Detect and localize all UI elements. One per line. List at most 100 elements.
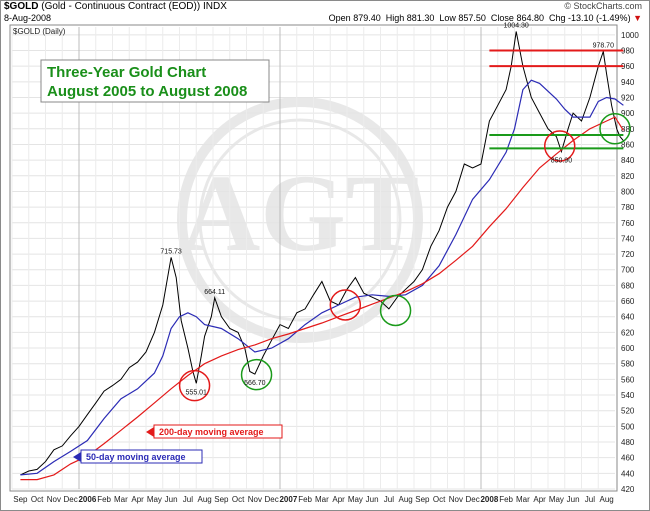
y-tick-label: 840 xyxy=(621,156,635,165)
close-value: 864.80 xyxy=(516,13,544,23)
title-box xyxy=(40,59,270,103)
x-tick-label: Jun xyxy=(567,495,580,504)
high-value: 881.30 xyxy=(406,13,435,23)
x-tick-label: Jun xyxy=(366,495,379,504)
y-tick-label: 440 xyxy=(621,469,635,478)
y-tick-label: 960 xyxy=(621,62,635,71)
symbol: $GOLD xyxy=(4,1,39,12)
x-tick-label: Aug xyxy=(600,495,614,504)
y-tick-label: 1000 xyxy=(621,31,639,40)
x-tick-label: Apr xyxy=(533,495,546,504)
chart-date: 8-Aug-2008 xyxy=(4,13,52,23)
price-annotation: 566.70 xyxy=(244,380,266,387)
x-tick-label: Mar xyxy=(114,495,128,504)
chart-header-title: $GOLD (Gold - Continuous Contract (EOD))… xyxy=(4,1,227,12)
open-value: 879.40 xyxy=(353,13,381,23)
x-tick-label: Oct xyxy=(433,495,446,504)
x-tick-label: Dec xyxy=(265,495,279,504)
legend-50day: 50-day moving average xyxy=(73,449,203,464)
chart-subtitle: August 2005 to August 2008 xyxy=(47,83,247,100)
legend-200day-label: 200-day moving average xyxy=(159,427,264,437)
ohlc-readout: Open 879.40 High 881.30 Low 857.50 Close… xyxy=(328,13,642,23)
exchange: INDX xyxy=(202,1,227,12)
stockcharts-watermark: © StockCharts.com xyxy=(564,1,642,11)
x-tick-label: May xyxy=(348,495,363,504)
x-tick-label: Sep xyxy=(13,495,28,504)
green-highlight-circle xyxy=(240,358,273,391)
x-tick-label: Apr xyxy=(131,495,144,504)
chart-title: Three-Year Gold Chart xyxy=(47,64,206,81)
x-tick-label: May xyxy=(147,495,162,504)
y-tick-label: 760 xyxy=(621,219,635,228)
change-value: -13.10 (-1.49%) xyxy=(568,13,631,23)
red-highlight-circle xyxy=(329,289,362,321)
y-tick-label: 540 xyxy=(621,391,635,400)
x-tick-label: Aug xyxy=(198,495,212,504)
price-annotation: 850.90 xyxy=(551,158,573,165)
x-tick-label: Mar xyxy=(516,495,530,504)
x-tick-label: Dec xyxy=(64,495,78,504)
y-tick-label: 900 xyxy=(621,109,635,118)
x-tick-label: Nov xyxy=(449,495,463,504)
y-tick-label: 620 xyxy=(621,328,635,337)
y-tick-label: 880 xyxy=(621,125,635,134)
price-annotation: 555.01 xyxy=(186,389,208,396)
x-tick-label: 2006 xyxy=(78,495,96,504)
x-tick-label: Mar xyxy=(315,495,329,504)
legend-200day: 200-day moving average xyxy=(146,424,283,439)
down-arrow-icon: ▼ xyxy=(633,13,642,23)
legend-50day-label: 50-day moving average xyxy=(86,452,186,462)
y-tick-label: 660 xyxy=(621,297,635,306)
price-panel-label: $GOLD (Daily) xyxy=(13,27,66,36)
green-highlight-circle xyxy=(599,113,631,145)
y-tick-label: 420 xyxy=(621,485,635,494)
x-tick-label: Oct xyxy=(232,495,245,504)
x-tick-label: Feb xyxy=(298,495,312,504)
x-tick-label: Sep xyxy=(415,495,430,504)
y-tick-label: 500 xyxy=(621,422,635,431)
x-tick-label: Nov xyxy=(47,495,61,504)
x-tick-label: Apr xyxy=(332,495,345,504)
y-tick-label: 680 xyxy=(621,281,635,290)
y-tick-label: 780 xyxy=(621,203,635,212)
x-tick-label: Nov xyxy=(248,495,262,504)
x-tick-label: Sep xyxy=(214,495,229,504)
ma200-line xyxy=(20,116,624,481)
price-annotation: 1004.30 xyxy=(504,22,529,29)
y-tick-label: 560 xyxy=(621,375,635,384)
svg-text:AGT: AGT xyxy=(181,152,419,274)
y-tick-label: 600 xyxy=(621,344,635,353)
y-tick-label: 640 xyxy=(621,313,635,322)
y-tick-label: 740 xyxy=(621,234,635,243)
y-tick-label: 860 xyxy=(621,140,635,149)
x-tick-label: Feb xyxy=(499,495,513,504)
symbol-description: (Gold - Continuous Contract (EOD)) xyxy=(41,1,201,12)
y-tick-label: 980 xyxy=(621,46,635,55)
green-highlight-circle xyxy=(379,294,412,327)
y-tick-label: 520 xyxy=(621,407,635,416)
price-annotation: 664.11 xyxy=(204,289,225,296)
x-tick-label: Aug xyxy=(399,495,413,504)
y-tick-label: 580 xyxy=(621,360,635,369)
y-tick-label: 820 xyxy=(621,172,635,181)
price-line xyxy=(20,31,624,476)
low-value: 857.50 xyxy=(458,13,486,23)
blue-arrow-icon xyxy=(73,452,81,462)
x-tick-label: Jul xyxy=(183,495,193,504)
price-annotation: 715.73 xyxy=(160,248,182,255)
price-annotation: 978.70 xyxy=(593,43,615,50)
y-tick-label: 720 xyxy=(621,250,635,259)
red-highlight-circle xyxy=(178,369,211,402)
x-tick-label: Jul xyxy=(585,495,595,504)
y-tick-label: 480 xyxy=(621,438,635,447)
x-tick-label: Jul xyxy=(384,495,394,504)
y-tick-label: 800 xyxy=(621,187,635,196)
x-tick-label: 2007 xyxy=(279,495,297,504)
x-tick-label: Dec xyxy=(466,495,480,504)
red-arrow-icon xyxy=(146,427,154,437)
x-tick-label: May xyxy=(549,495,564,504)
x-tick-label: Jun xyxy=(165,495,178,504)
y-tick-label: 920 xyxy=(621,93,635,102)
x-tick-label: Oct xyxy=(31,495,44,504)
